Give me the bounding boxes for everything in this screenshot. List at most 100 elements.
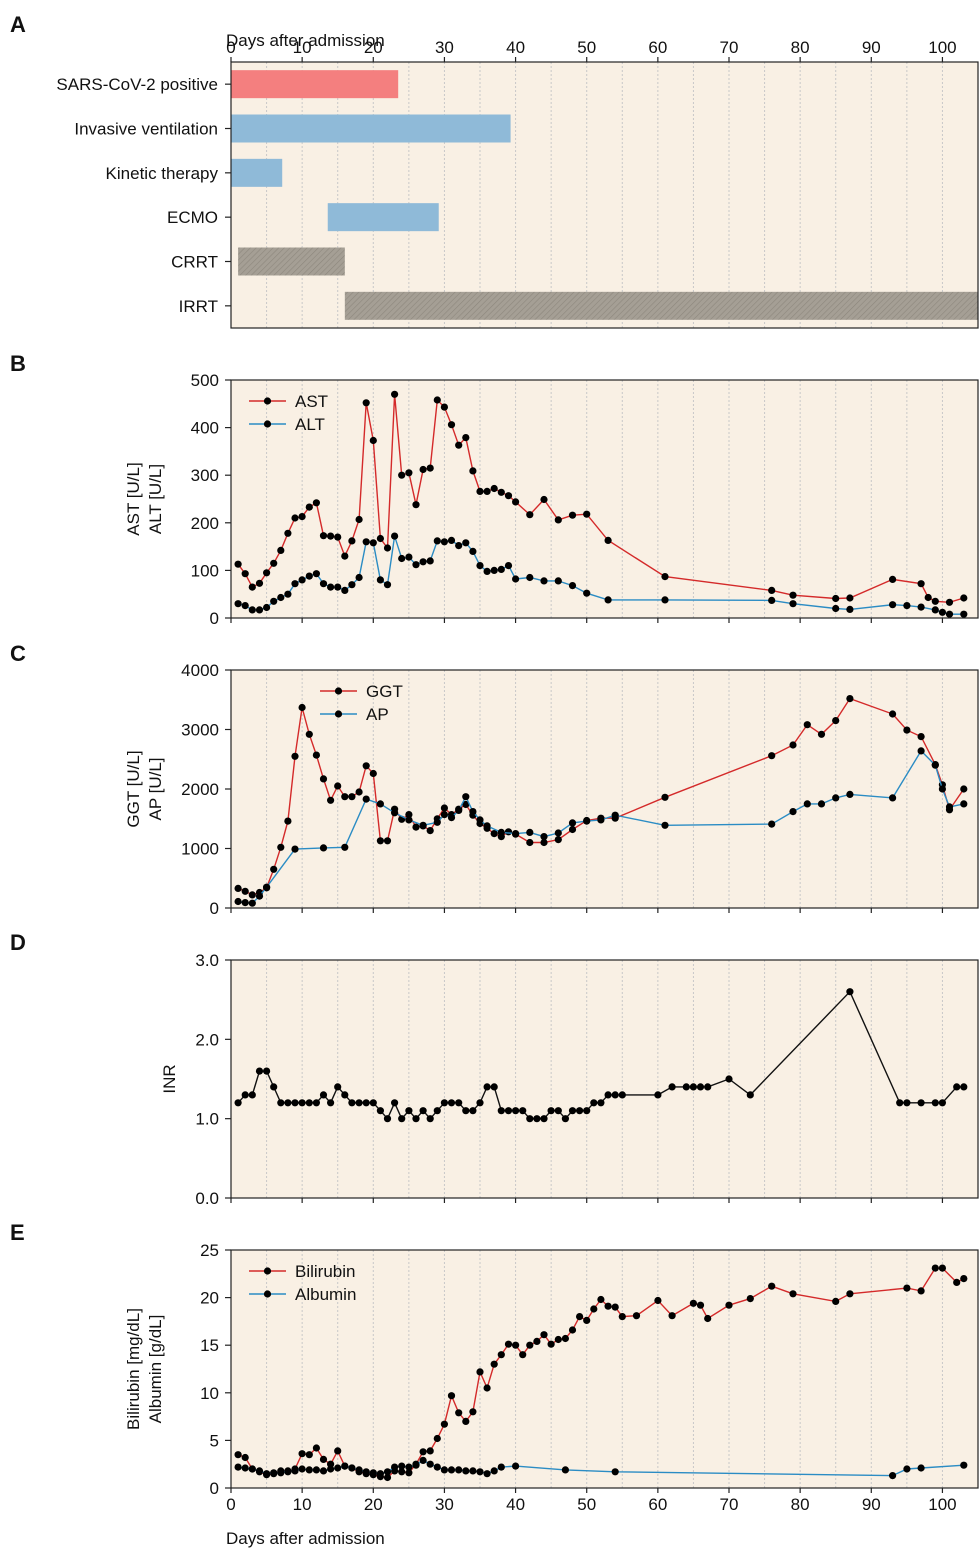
data-point-bilirubin [319, 1455, 328, 1463]
data-point-inr [654, 1091, 662, 1099]
data-point-alt [419, 558, 427, 566]
data-point-ast [846, 594, 854, 602]
data-point-alt [334, 583, 342, 591]
data-point-alt [540, 577, 548, 585]
data-point-inr [334, 1083, 342, 1091]
data-point-albumin [405, 1463, 413, 1471]
data-point-ap [248, 899, 256, 907]
data-point-bilirubin [433, 1434, 441, 1443]
data-point-inr [298, 1099, 306, 1107]
data-point-ast [462, 434, 470, 442]
data-point-inr [462, 1107, 470, 1115]
data-point-ggt [319, 775, 328, 783]
data-point-ggt [298, 703, 306, 712]
data-point-ap [597, 816, 605, 824]
data-point-albumin [277, 1469, 285, 1477]
data-point-ggt [661, 793, 669, 801]
data-point-inr [440, 1099, 448, 1107]
data-point-inr [896, 1099, 904, 1107]
data-point-albumin [419, 1456, 427, 1464]
data-point-inr [319, 1091, 328, 1099]
data-point-inr [938, 1099, 947, 1107]
data-point-alt [255, 606, 264, 614]
data-point-ggt [376, 837, 384, 845]
row-label: Invasive ventilation [74, 120, 218, 139]
data-point-ggt [817, 730, 826, 738]
data-point-ast [455, 441, 463, 449]
data-point-ast [832, 594, 840, 603]
data-point-bilirubin [526, 1341, 534, 1349]
data-point-inr [519, 1107, 527, 1115]
data-point-inr [476, 1099, 484, 1107]
data-point-albumin [447, 1466, 456, 1474]
data-point-alt [355, 573, 363, 582]
data-point-ast [931, 597, 939, 605]
data-point-albumin [917, 1464, 925, 1472]
row-label: Kinetic therapy [106, 164, 219, 183]
data-point-alt [504, 562, 513, 570]
data-point-albumin [398, 1462, 406, 1470]
plot-area-d [231, 960, 978, 1198]
data-point-inr [696, 1083, 705, 1091]
data-point-ast [497, 488, 505, 496]
data-point-alt [938, 608, 947, 616]
legend-marker-ap [334, 710, 343, 718]
data-point-bilirubin [576, 1313, 584, 1321]
data-point-ast [405, 469, 413, 477]
data-point-bilirubin [953, 1278, 961, 1286]
data-point-alt [305, 572, 313, 580]
y-tick-label-d: 1.0 [195, 1110, 219, 1129]
data-point-ggt [540, 838, 548, 847]
data-point-bilirubin [654, 1296, 662, 1305]
data-point-bilirubin [611, 1303, 619, 1311]
data-point-albumin [561, 1466, 570, 1474]
data-point-alt [291, 580, 299, 588]
data-point-alt [433, 537, 441, 545]
panel-letter-a: A [10, 12, 26, 37]
data-point-inr [391, 1099, 399, 1107]
plot-border-a [230, 61, 979, 329]
data-point-ast [327, 532, 335, 540]
data-point-ggt [270, 865, 278, 873]
panel-letter-e: E [10, 1220, 25, 1245]
row-label: CRRT [171, 253, 218, 272]
data-point-ggt [248, 891, 256, 899]
data-point-albumin [241, 1464, 249, 1472]
data-point-alt [455, 542, 463, 550]
data-point-alt [469, 547, 477, 556]
data-point-alt [789, 600, 797, 608]
data-point-inr [376, 1107, 384, 1115]
data-point-alt [426, 557, 434, 565]
data-point-ap [362, 795, 370, 803]
data-point-inr [327, 1099, 335, 1107]
data-point-ast [277, 546, 285, 555]
data-point-ggt [768, 752, 776, 760]
data-point-alt [341, 586, 349, 595]
y-tick-label-c: 1000 [181, 840, 219, 859]
data-point-ast [362, 399, 370, 407]
x-tick-label-e: 70 [720, 1495, 739, 1514]
x-tick-label-e: 50 [577, 1495, 596, 1514]
y-tick-label-d: 2.0 [195, 1030, 219, 1049]
data-point-bilirubin [447, 1392, 456, 1400]
data-point-bilirubin [938, 1264, 947, 1272]
data-point-ap [255, 892, 264, 900]
data-point-alt [383, 581, 392, 589]
legend-label-ast: AST [295, 392, 328, 411]
data-point-bilirubin [462, 1417, 470, 1425]
data-point-ggt [362, 762, 370, 770]
legend-marker-ggt [334, 687, 343, 695]
row-label: IRRT [179, 297, 218, 316]
data-point-ast [334, 533, 342, 541]
data-point-albumin [255, 1467, 264, 1475]
data-point-ap [497, 828, 505, 837]
data-point-bilirubin [476, 1368, 484, 1376]
data-point-albumin [483, 1470, 491, 1478]
data-point-bilirubin [668, 1312, 676, 1320]
data-point-alt [270, 597, 278, 605]
row-label: ECMO [167, 208, 218, 227]
data-point-ap [419, 821, 427, 829]
data-point-alt [447, 536, 456, 545]
data-point-bilirubin [696, 1301, 705, 1309]
x-tick-label-a: 80 [791, 38, 810, 57]
